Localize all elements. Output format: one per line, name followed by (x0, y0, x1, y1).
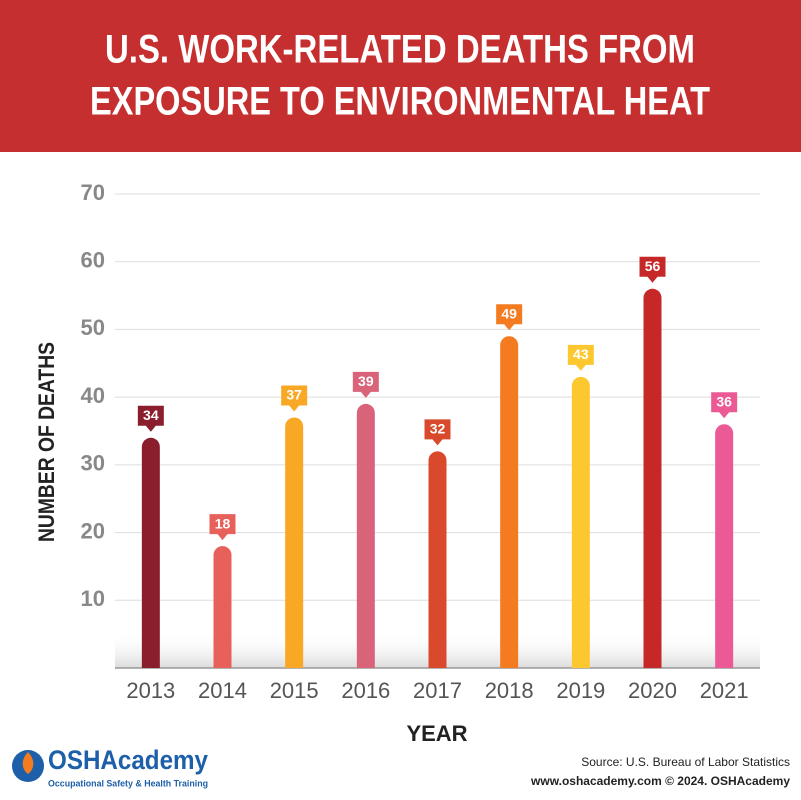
x-axis-label: YEAR (406, 721, 467, 746)
value-label: 32 (430, 421, 446, 437)
y-axis-label: NUMBER OF DEATHS (34, 342, 59, 542)
x-tick-label: 2017 (413, 678, 462, 703)
bar (428, 451, 447, 668)
x-tick-label: 2014 (198, 678, 247, 703)
value-label-box (711, 392, 738, 419)
x-tick-label: 2021 (700, 678, 749, 703)
bar (213, 546, 232, 668)
value-label-box (639, 256, 666, 283)
bar (643, 288, 662, 668)
y-tick-label: 70 (81, 180, 105, 205)
x-tick-label: 2019 (556, 678, 605, 703)
y-tick-label: 60 (81, 248, 105, 273)
bar (500, 336, 519, 668)
x-tick-label: 2016 (341, 678, 390, 703)
bar (285, 417, 304, 668)
logo-flame (22, 752, 34, 774)
chart-title: EXPOSURE TO ENVIRONMENTAL HEAT (90, 80, 710, 124)
value-label: 37 (286, 387, 302, 403)
x-tick-label: 2018 (485, 678, 534, 703)
logo-name: OSHAcademy (48, 745, 208, 775)
y-tick-label: 30 (81, 451, 105, 476)
y-tick-label: 50 (81, 315, 105, 340)
value-label: 36 (716, 393, 732, 409)
value-label-box (424, 419, 451, 446)
value-label: 49 (501, 305, 517, 321)
header-band (0, 0, 801, 152)
value-label: 34 (143, 407, 159, 423)
footer-credit: www.oshacademy.com © 2024. OSHAcademy (530, 774, 790, 788)
logo: OSHAcademy Occupational Safety & Health … (12, 745, 208, 788)
y-tick-label: 20 (81, 518, 105, 543)
value-label: 39 (358, 373, 374, 389)
x-tick-label: 2013 (126, 678, 175, 703)
bar (571, 376, 590, 668)
x-tick-label: 2020 (628, 678, 677, 703)
y-tick-label: 10 (81, 586, 105, 611)
value-label-box (209, 514, 236, 541)
value-label: 18 (215, 515, 231, 531)
bar (356, 403, 375, 668)
value-label-box (567, 344, 594, 371)
logo-tagline: Occupational Safety & Health Training (48, 778, 208, 788)
source-note: Source: U.S. Bureau of Labor Statistics (581, 755, 790, 769)
y-tick-label: 40 (81, 383, 105, 408)
value-label: 56 (645, 258, 661, 274)
value-label-box (137, 405, 164, 432)
value-label: 43 (573, 346, 589, 362)
x-tick-label: 2015 (270, 678, 319, 703)
value-label-box (281, 385, 308, 412)
bar (141, 437, 160, 668)
bar (715, 424, 734, 668)
chart-title: U.S. WORK-RELATED DEATHS FROM (105, 28, 695, 72)
value-label-box (352, 371, 379, 398)
value-label-box (496, 304, 523, 331)
